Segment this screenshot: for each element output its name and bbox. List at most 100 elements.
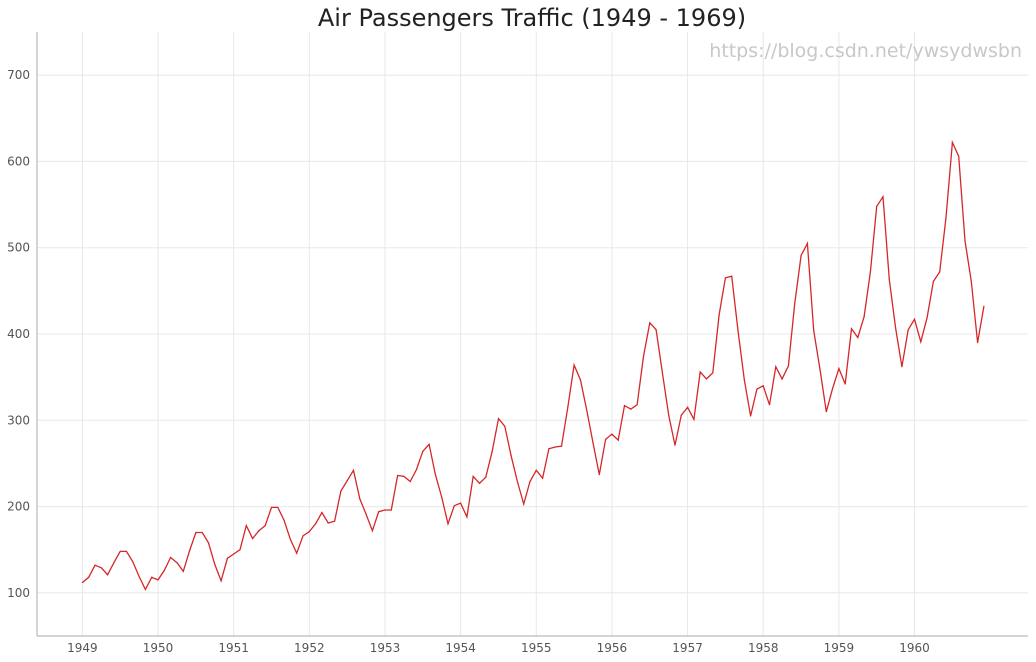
- data-point: [201, 531, 203, 534]
- data-point: [813, 329, 815, 332]
- data-point: [529, 480, 531, 483]
- data-point: [214, 563, 216, 565]
- data-point: [831, 387, 834, 389]
- data-point: [863, 316, 865, 318]
- data-point: [233, 553, 235, 555]
- data-point: [504, 425, 506, 427]
- data-point: [750, 415, 752, 417]
- data-point: [258, 530, 260, 532]
- data-point: [415, 468, 418, 471]
- data-point: [107, 574, 109, 576]
- data-point: [472, 475, 474, 477]
- data-point: [895, 327, 897, 329]
- data-point: [378, 511, 380, 513]
- x-tick-label: 1952: [294, 641, 325, 655]
- data-point: [264, 524, 266, 527]
- x-tick-label: 1955: [521, 641, 552, 655]
- x-tick-label: 1958: [748, 641, 779, 655]
- data-point: [686, 406, 689, 408]
- y-tick-label: 400: [7, 327, 30, 341]
- data-point: [970, 280, 972, 282]
- data-point: [119, 550, 121, 553]
- data-point: [661, 372, 663, 374]
- data-point: [932, 280, 935, 282]
- data-point: [277, 506, 279, 509]
- data-point: [724, 277, 727, 279]
- data-point: [668, 414, 670, 416]
- data-point: [768, 404, 771, 406]
- x-tick-label: 1950: [143, 641, 174, 655]
- data-point: [775, 366, 777, 368]
- data-point: [535, 469, 537, 471]
- data-point: [819, 368, 821, 370]
- data-point: [510, 455, 512, 457]
- tick-labels: 100 200 300 400 500 600 700 1949 1950 1951 1952 195…: [7, 68, 930, 655]
- data-point: [226, 557, 228, 559]
- data-point: [270, 506, 273, 509]
- data-point: [409, 480, 411, 483]
- y-tick-label: 100: [7, 586, 30, 600]
- y-tick-label: 200: [7, 500, 30, 514]
- data-point: [617, 439, 619, 441]
- data-point: [850, 328, 853, 330]
- data-point: [327, 522, 329, 524]
- data-point: [100, 567, 102, 569]
- data-point: [705, 378, 708, 380]
- x-tick-label: 1954: [445, 641, 476, 655]
- data-point: [308, 530, 310, 533]
- data-point: [478, 482, 481, 484]
- data-point: [731, 275, 733, 277]
- data-point: [403, 475, 405, 477]
- data-point: [888, 279, 890, 281]
- data-point: [913, 318, 916, 320]
- data-point: [346, 480, 348, 482]
- data-point: [598, 474, 600, 476]
- x-tick-label: 1960: [899, 641, 930, 655]
- y-tick-label: 500: [7, 241, 30, 255]
- data-point: [94, 564, 96, 566]
- y-tick-label: 700: [7, 68, 30, 82]
- data-point: [447, 523, 449, 525]
- data-point: [321, 512, 323, 514]
- data-point: [113, 562, 115, 564]
- data-point: [491, 450, 493, 452]
- data-point: [806, 242, 808, 244]
- data-point: [523, 503, 525, 505]
- data-point: [151, 576, 153, 578]
- data-point: [951, 141, 953, 144]
- data-point: [144, 588, 147, 591]
- data-point: [611, 433, 613, 435]
- data-point: [340, 490, 342, 492]
- data-point: [573, 364, 575, 366]
- data-point: [976, 342, 979, 344]
- data-point: [163, 569, 165, 572]
- data-point: [176, 562, 178, 564]
- data-point: [352, 469, 355, 471]
- data-point: [554, 446, 556, 448]
- data-point: [497, 417, 500, 420]
- data-point: [787, 365, 790, 367]
- data-point: [460, 502, 462, 504]
- data-point: [592, 442, 594, 444]
- y-tick-label: 300: [7, 413, 30, 427]
- data-point: [794, 303, 796, 305]
- data-point: [939, 271, 941, 273]
- data-point: [623, 405, 626, 407]
- data-point: [541, 477, 544, 479]
- data-point: [188, 549, 191, 552]
- data-point: [170, 556, 172, 559]
- data-point: [983, 305, 985, 307]
- data-point: [649, 322, 651, 324]
- data-point: [125, 550, 128, 553]
- data-point: [422, 450, 424, 452]
- data-point: [882, 196, 884, 198]
- data-point: [428, 443, 430, 446]
- data-point: [907, 329, 909, 331]
- data-point: [844, 383, 846, 385]
- data-point: [825, 411, 827, 413]
- data-point: [636, 404, 638, 406]
- data-point: [869, 271, 871, 273]
- data-point: [781, 378, 783, 380]
- data-point: [548, 448, 550, 450]
